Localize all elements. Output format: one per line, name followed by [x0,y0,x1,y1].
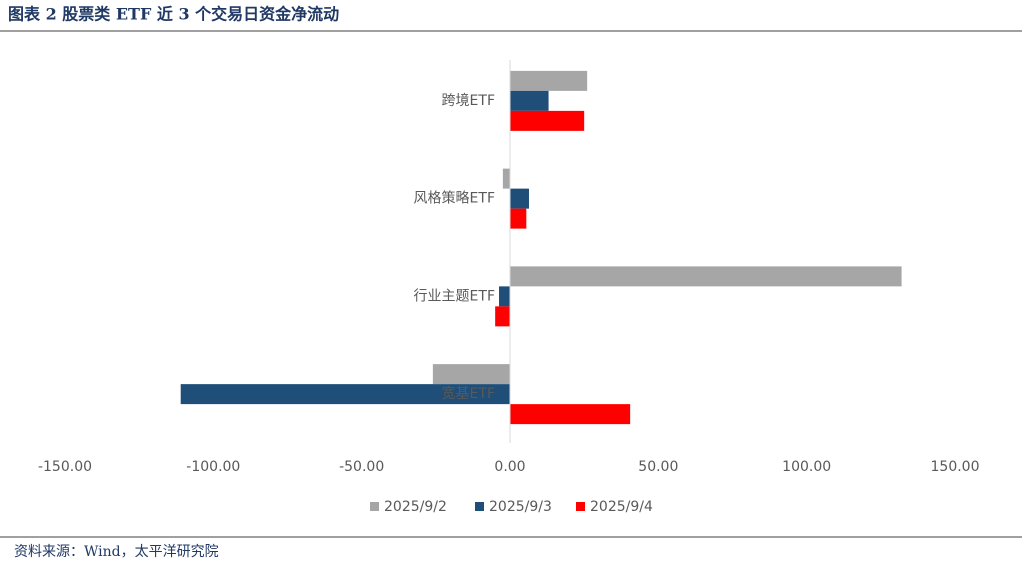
x-tick-label: 0.00 [494,459,525,475]
x-tick-label: 50.00 [638,459,678,475]
legend-swatch [370,502,379,511]
legend-label: 2025/9/4 [590,499,653,515]
legend-swatch [576,502,585,511]
bar [510,90,549,111]
y-tick-label: 宽基ETF [442,385,495,402]
legend-label: 2025/9/2 [384,499,447,515]
bar [502,168,510,189]
source-note: 资料来源：Wind，太平洋研究院 [14,544,219,560]
chart-title: 图表 2 股票类 ETF 近 3 个交易日资金净流动 [8,5,339,24]
x-tick-label: 100.00 [782,459,831,475]
bar [510,70,588,91]
y-tick-label: 行业主题ETF [414,288,495,304]
x-tick-label: -50.00 [339,459,384,475]
bar [510,110,585,131]
bar [432,364,510,385]
x-tick-label: 150.00 [931,459,980,475]
bar [499,286,510,307]
bar [180,384,510,405]
bar [495,306,510,327]
y-tick-label: 风格策略ETF [414,190,495,207]
legend-label: 2025/9/3 [489,499,552,515]
bar [510,404,631,425]
bar [510,188,529,209]
bar [510,208,527,229]
x-tick-label: -100.00 [186,459,240,475]
y-tick-label: 跨境ETF [442,93,495,109]
bar [510,266,902,287]
x-tick-label: -150.00 [38,459,92,475]
legend-swatch [475,502,484,511]
